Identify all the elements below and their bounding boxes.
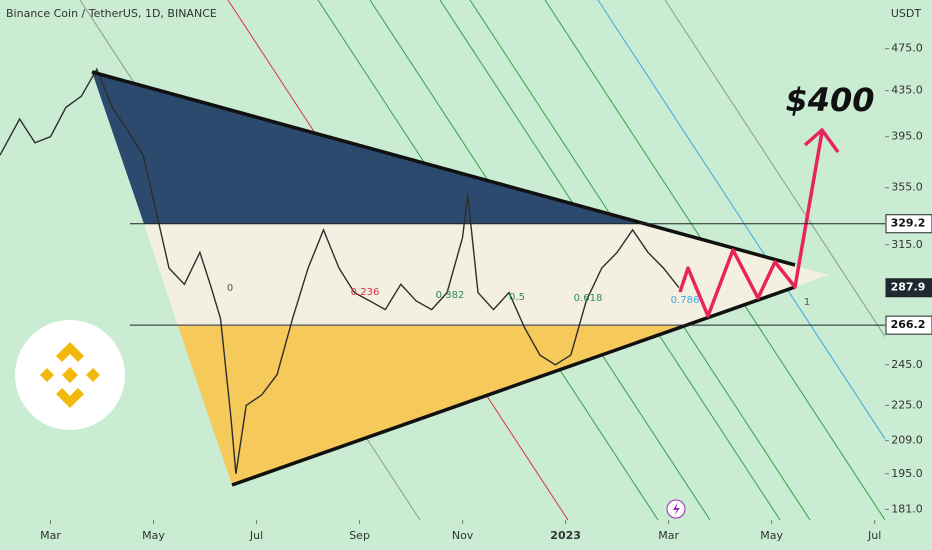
fib-label: 0.236	[351, 287, 380, 298]
projection-arrow	[678, 131, 824, 318]
y-tick-label: 475.0	[891, 42, 923, 55]
arrow-head	[803, 128, 840, 154]
fib-label: 0.786	[671, 295, 700, 306]
lower-zone	[178, 326, 684, 485]
target-annotation: $400	[785, 81, 874, 119]
y-tick-label: 181.0	[891, 502, 923, 515]
fib-label: 1	[804, 297, 810, 308]
chart-title: Binance Coin / TetherUS, 1D, BINANCE	[6, 7, 217, 20]
y-tick-label: 225.0	[891, 398, 923, 411]
x-tick-label: Mar	[40, 529, 61, 542]
event-icon	[666, 499, 686, 519]
x-tick-label: Nov	[452, 529, 474, 542]
fib-label: 0.382	[436, 290, 465, 301]
y-tick-label: 245.0	[891, 358, 923, 371]
series-layer	[0, 67, 680, 474]
x-tick-label: Sep	[349, 529, 370, 542]
price-label-box	[885, 278, 932, 298]
y-tick-label: 435.0	[891, 84, 923, 97]
y-axis-panel	[885, 0, 932, 550]
y-tick-label: 195.0	[891, 467, 923, 480]
x-tick-label: Jul	[249, 529, 263, 542]
price-label: 329.2	[891, 217, 926, 230]
fib-label: 0	[227, 283, 233, 294]
x-tick-label: Jul	[867, 529, 881, 542]
price-label-box	[885, 214, 932, 234]
event-bolt	[673, 502, 680, 516]
x-tick-label: May	[760, 529, 783, 542]
y-unit: USDT	[891, 7, 922, 20]
price-line	[0, 67, 680, 474]
x-tick-label: 2023	[550, 529, 581, 542]
price-label: 266.2	[891, 318, 926, 331]
y-tick-label: 395.0	[891, 130, 923, 143]
fib-diagonal	[664, 0, 932, 410]
binance-logo	[15, 320, 125, 430]
price-label-box	[885, 315, 932, 335]
y-tick-label: 315.0	[891, 238, 923, 251]
resistance-line	[91, 70, 796, 267]
logo-mark	[40, 342, 100, 408]
fib-label: 0.5	[509, 292, 525, 303]
x-tick-label: Mar	[658, 529, 679, 542]
support-line	[231, 285, 796, 487]
fib-label: 0.618	[574, 293, 603, 304]
y-tick-label: 355.0	[891, 181, 923, 194]
x-tick-label: May	[142, 529, 165, 542]
y-tick-label: 209.0	[891, 434, 923, 447]
price-label: 287.9	[891, 281, 926, 294]
